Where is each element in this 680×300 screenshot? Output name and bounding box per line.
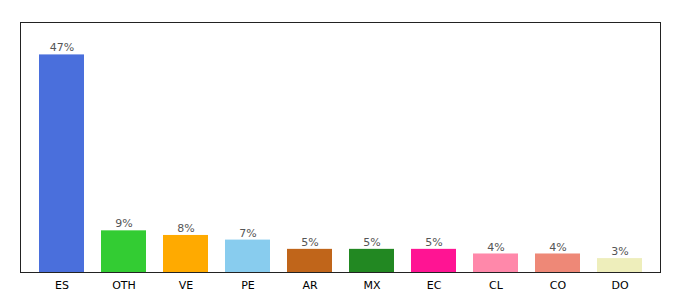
svg-text:OTH: OTH (112, 279, 136, 292)
svg-text:VE: VE (179, 279, 194, 292)
svg-text:4%: 4% (487, 241, 504, 254)
svg-text:PE: PE (241, 279, 255, 292)
svg-text:CO: CO (550, 279, 567, 292)
svg-text:4%: 4% (549, 241, 566, 254)
svg-text:8%: 8% (177, 222, 194, 235)
svg-text:5%: 5% (363, 236, 380, 249)
svg-text:CL: CL (489, 279, 504, 292)
svg-text:7%: 7% (239, 227, 256, 240)
svg-text:5%: 5% (301, 236, 318, 249)
svg-text:5%: 5% (425, 236, 442, 249)
svg-text:ES: ES (55, 279, 69, 292)
svg-text:EC: EC (427, 279, 442, 292)
svg-text:DO: DO (611, 279, 628, 292)
svg-text:MX: MX (363, 279, 380, 292)
svg-text:3%: 3% (611, 245, 628, 258)
svg-text:9%: 9% (115, 217, 132, 230)
svg-text:47%: 47% (50, 41, 74, 54)
svg-text:AR: AR (302, 279, 318, 292)
